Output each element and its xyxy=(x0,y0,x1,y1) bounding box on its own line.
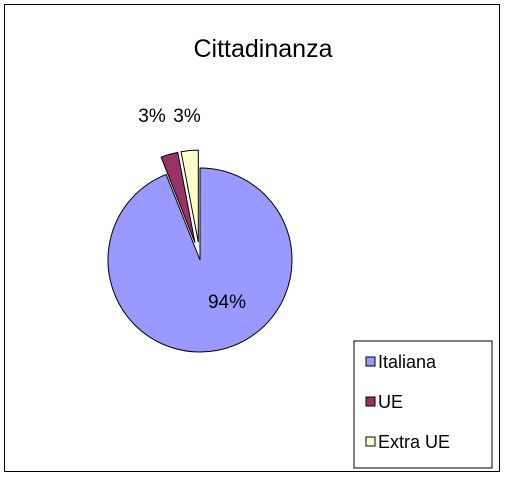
data-label-italiana: 94% xyxy=(208,292,246,313)
legend-swatch-ue xyxy=(365,396,376,407)
legend-label-italiana: Italiana xyxy=(378,352,437,372)
chart-frame: Cittadinanza 94% 3% 3% Italiana UE Extra UE xyxy=(4,4,500,472)
legend-swatch-italiana xyxy=(365,356,376,367)
legend: Italiana UE Extra UE xyxy=(353,340,493,469)
pie-slice-italiana xyxy=(107,167,293,353)
pie-chart: Cittadinanza 94% 3% 3% Italiana UE Extra UE xyxy=(107,35,493,469)
pie-slice-ue xyxy=(160,151,196,243)
legend-swatch-extra-ue xyxy=(365,436,376,447)
data-labels: 94% 3% 3% xyxy=(138,106,246,313)
legend-box xyxy=(353,340,493,469)
chart-title: Cittadinanza xyxy=(194,35,333,63)
pie-slices xyxy=(107,149,293,353)
legend-label-extra-ue: Extra UE xyxy=(378,432,450,452)
legend-label-ue: UE xyxy=(378,392,403,412)
pie-slice-extra-ue xyxy=(180,149,199,243)
data-label-extra-ue: 3% xyxy=(173,106,201,127)
data-label-ue: 3% xyxy=(138,106,166,127)
